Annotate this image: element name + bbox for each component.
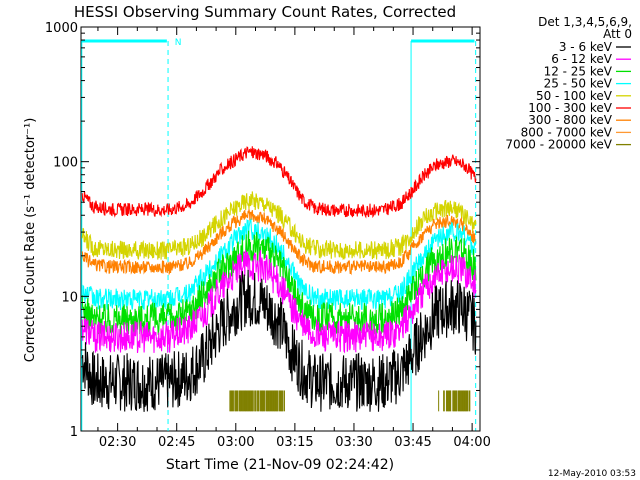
legend-item-label: 7000 - 20000 keV [505,138,612,152]
footer-timestamp: 12-May-2010 03:53 [548,469,636,479]
x-tick-label: 04:00 [453,435,490,450]
x-tick-label: 02:30 [99,435,136,450]
legend-item-label: 3 - 6 keV [559,40,613,54]
x-axis: 02:30 02:45 03:00 03:15 03:30 03:45 04:00 [97,27,491,450]
plot-frame [80,26,481,432]
y-axis-label: Corrected Count Rate (s⁻¹ detector⁻¹) [23,118,38,363]
saa-annotation: N [175,38,182,48]
legend-item-label: 50 - 100 keV [536,89,613,103]
legend-item-label: 6 - 12 keV [551,52,613,66]
legend-item-label: 300 - 800 keV [528,113,612,127]
series-line-25-50-kev [81,217,477,311]
legend-item-label: 800 - 7000 keV [521,125,613,139]
legend-item-label: 12 - 25 keV [544,64,613,78]
legend-item-label: 25 - 50 keV [544,77,613,91]
y-tick-label: 1 [70,425,78,440]
y-tick-label: 1000 [45,21,78,36]
legend-header-line-1: Det 1,3,4,5,6,9, [538,15,632,29]
series-line-100-300-kev [81,146,477,219]
y-tick-label: 10 [61,290,78,305]
series-line-6-12-kev [81,249,477,354]
x-tick-label: 03:00 [217,435,254,450]
series-line-3-6-kev [81,269,477,412]
x-tick-label: 03:45 [394,435,431,450]
legend-item-label: 100 - 300 keV [528,101,612,115]
y-axis: 1 10 100 1000 [45,21,480,440]
y-tick-label: 100 [53,156,78,171]
series-layer [81,146,477,412]
series-line-50-100-kev [81,191,477,261]
series-line-300-800-kev [81,209,477,276]
x-tick-label: 03:30 [335,435,372,450]
x-tick-label: 03:15 [276,435,313,450]
plot-area: N 1 10 100 1000 02:30 02:45 03:00 03:15 03:30 03… [45,21,491,450]
chart-title: HESSI Observing Summary Count Rates, Cor… [74,3,456,21]
x-axis-label: Start Time (21-Nov-09 02:24:42) [166,457,394,473]
x-tick-label: 02:45 [158,435,195,450]
legend-header-line-2: Att 0 [603,27,632,41]
